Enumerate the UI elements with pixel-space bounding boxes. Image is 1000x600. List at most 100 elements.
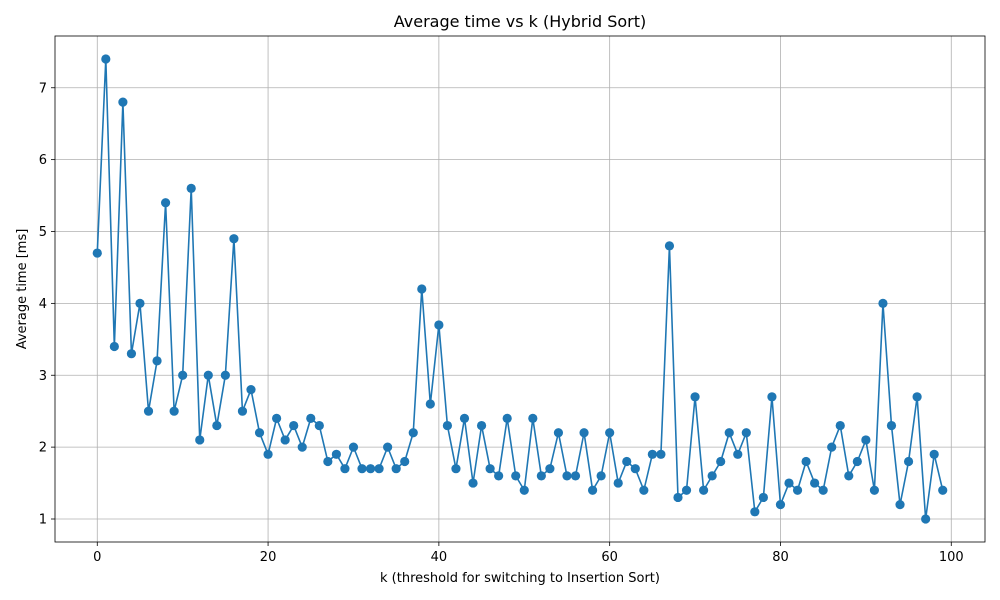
series-line: [96, 58, 944, 520]
data-point: [400, 456, 410, 467]
data-point: [297, 442, 307, 452]
data-point: [511, 471, 521, 481]
data-point: [229, 234, 239, 244]
data-point: [724, 428, 734, 438]
data-point: [118, 97, 128, 107]
data-point: [178, 370, 188, 380]
data-point: [912, 392, 922, 402]
data-point: [750, 507, 760, 517]
data-point: [391, 464, 401, 474]
data-point: [545, 464, 555, 474]
data-point: [681, 485, 692, 495]
data-point: [553, 428, 564, 438]
data-point: [767, 392, 777, 402]
data-point: [570, 471, 581, 481]
y-axis-label: Average time [ms]: [15, 229, 30, 350]
data-point: [365, 464, 376, 474]
data-point: [639, 485, 649, 495]
data-point: [374, 464, 384, 474]
data-point: [664, 241, 675, 251]
data-point: [348, 442, 359, 452]
data-point: [707, 471, 717, 481]
data-point: [716, 456, 726, 467]
y-tick-label: 1: [39, 513, 47, 528]
data-point: [921, 514, 931, 524]
data-point: [143, 406, 154, 416]
data-point: [459, 413, 470, 423]
data-point: [758, 492, 768, 503]
x-tick-label: 40: [431, 550, 448, 565]
data-point: [938, 485, 948, 495]
data-point: [690, 392, 700, 402]
data-point: [340, 464, 350, 474]
data-point: [579, 428, 589, 438]
data-point: [126, 349, 137, 359]
chart-title: Average time vs k (Hybrid Sort): [394, 12, 646, 31]
y-tick-label: 7: [39, 81, 47, 96]
y-tick-label: 5: [39, 225, 47, 240]
data-point: [587, 485, 598, 495]
data-point: [109, 341, 119, 352]
data-point: [246, 385, 256, 395]
data-point: [272, 413, 282, 423]
data-point: [536, 471, 546, 481]
x-tick-label: 60: [601, 550, 618, 565]
data-point: [818, 485, 828, 495]
data-point: [562, 471, 572, 481]
data-point: [733, 449, 743, 459]
data-point: [810, 478, 820, 488]
data-point: [528, 413, 538, 423]
data-point: [613, 478, 623, 488]
data-point: [519, 485, 529, 495]
y-tick-label: 3: [39, 369, 47, 384]
data-point: [741, 428, 751, 438]
data-point: [306, 413, 316, 423]
data-series: [92, 54, 948, 524]
x-axis-label: k (threshold for switching to Insertion …: [380, 571, 660, 586]
data-point: [408, 428, 418, 438]
data-point: [886, 420, 897, 431]
x-tick-label: 100: [939, 550, 964, 565]
data-point: [195, 435, 205, 445]
data-point: [792, 485, 803, 495]
data-point: [101, 54, 111, 64]
data-point: [895, 500, 905, 510]
x-tick-label: 80: [772, 550, 789, 565]
data-point: [451, 464, 461, 474]
data-point: [844, 471, 854, 481]
data-point: [869, 485, 880, 495]
data-point: [656, 449, 666, 459]
data-point: [596, 471, 606, 481]
data-point: [903, 456, 914, 467]
data-point: [383, 442, 393, 452]
data-point: [775, 500, 786, 510]
data-point: [357, 464, 367, 474]
data-point: [468, 478, 478, 488]
data-point: [263, 449, 273, 459]
data-point: [801, 456, 811, 467]
data-point: [417, 284, 427, 294]
data-point: [673, 492, 683, 503]
data-point: [212, 420, 222, 431]
data-point: [135, 298, 145, 308]
data-point: [254, 428, 265, 438]
data-point: [160, 198, 171, 208]
data-point: [237, 406, 248, 416]
data-point: [835, 420, 845, 431]
data-point: [323, 456, 333, 467]
data-point: [784, 478, 794, 488]
data-point: [425, 399, 435, 409]
plot-area-frame: [54, 35, 986, 543]
data-point: [186, 183, 196, 193]
data-point: [476, 420, 487, 431]
data-point: [699, 485, 709, 495]
data-point: [289, 420, 299, 431]
y-tick-label: 4: [39, 297, 47, 312]
data-point: [827, 442, 837, 452]
data-point: [220, 370, 230, 380]
data-point: [605, 428, 615, 438]
axis-ticks: 0 20 40 60 80 100 1 2 3 4 5 6 7: [39, 81, 964, 565]
data-point: [852, 456, 862, 467]
